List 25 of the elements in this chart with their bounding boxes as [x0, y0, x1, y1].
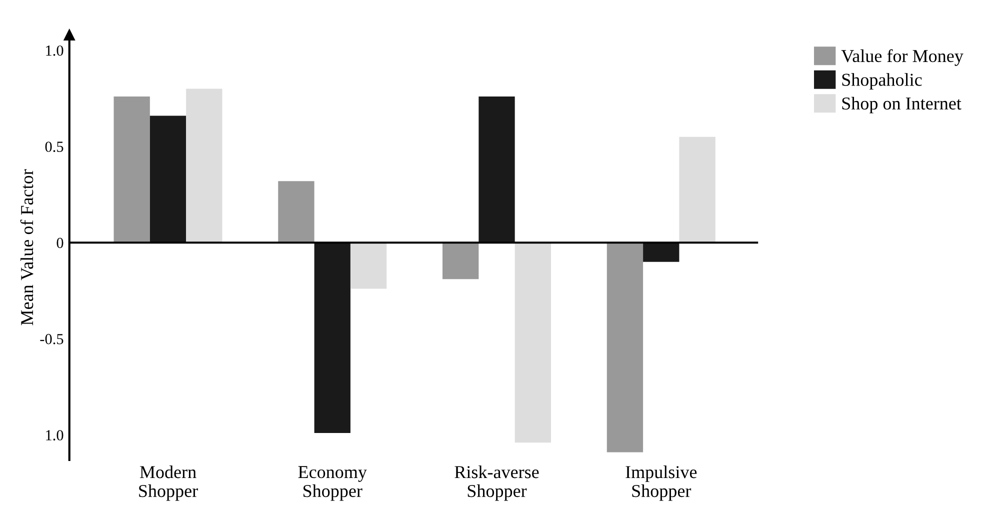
y-tick-label: -0.5: [40, 334, 64, 344]
bar: [314, 242, 350, 434]
legend-label: Shopaholic: [842, 73, 922, 90]
bar: [679, 136, 716, 243]
bar: [114, 96, 150, 243]
bar: [606, 242, 644, 452]
bar: [350, 242, 387, 289]
x-tick-label: Risk-averse Shopper: [454, 466, 539, 501]
y-axis-title: Mean Value of Factor: [20, 169, 34, 326]
bar: [442, 242, 479, 280]
y-tick-label: 0: [56, 238, 64, 248]
bar: [186, 88, 222, 243]
bar: [150, 116, 186, 243]
bar: [478, 96, 515, 243]
bar: [514, 242, 551, 443]
x-tick-label: Impulsive Shopper: [626, 466, 697, 501]
y-tick-label: 0.5: [45, 142, 64, 152]
y-tick-label: 1.0: [46, 45, 64, 56]
legend-label: Shop on Internet: [842, 96, 962, 114]
legend-label: Value for Money: [841, 49, 964, 66]
bar: [643, 242, 680, 262]
bar: [278, 181, 314, 243]
x-tick-label: Modern Shopper: [139, 466, 198, 501]
y-tick-label: 1.0: [46, 430, 64, 440]
x-tick-label: Economy Shopper: [298, 466, 367, 501]
